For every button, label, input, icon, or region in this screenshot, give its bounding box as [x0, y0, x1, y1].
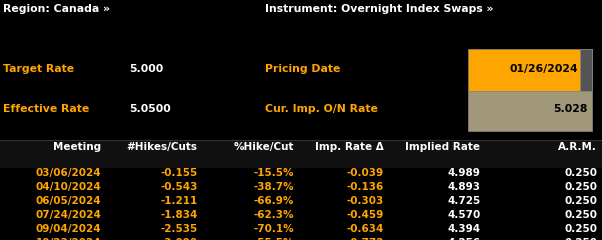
Text: 0.250: 0.250 — [564, 224, 597, 234]
Text: -0.303: -0.303 — [347, 196, 384, 206]
Text: -38.7%: -38.7% — [253, 182, 294, 192]
Text: 04/10/2024: 04/10/2024 — [36, 182, 101, 192]
Text: -55.5%: -55.5% — [253, 238, 294, 240]
Bar — [468, 49, 592, 91]
Text: -0.459: -0.459 — [347, 210, 384, 220]
Text: -1.211: -1.211 — [160, 196, 197, 206]
Text: -66.9%: -66.9% — [253, 196, 294, 206]
Text: -0.543: -0.543 — [160, 182, 197, 192]
Bar — [580, 49, 592, 91]
Text: 4.989: 4.989 — [447, 168, 480, 178]
Text: -2.535: -2.535 — [160, 224, 197, 234]
Text: -62.3%: -62.3% — [253, 210, 294, 220]
Text: A.R.M.: A.R.M. — [558, 142, 597, 152]
Text: Cur. Imp. O/N Rate: Cur. Imp. O/N Rate — [265, 104, 378, 114]
Text: -0.634: -0.634 — [347, 224, 384, 234]
Text: -0.155: -0.155 — [160, 168, 197, 178]
Text: 0.250: 0.250 — [564, 238, 597, 240]
Text: 4.570: 4.570 — [447, 210, 480, 220]
Text: 4.725: 4.725 — [447, 196, 480, 206]
Text: 5.000: 5.000 — [129, 64, 164, 74]
Text: 0.250: 0.250 — [564, 196, 597, 206]
Text: Imp. Rate Δ: Imp. Rate Δ — [315, 142, 384, 152]
Text: -15.5%: -15.5% — [253, 168, 294, 178]
Text: 0.250: 0.250 — [564, 168, 597, 178]
Text: 4.256: 4.256 — [447, 238, 480, 240]
Text: 5.0500: 5.0500 — [129, 104, 171, 114]
Text: 10/23/2024: 10/23/2024 — [36, 238, 101, 240]
Text: Target Rate: Target Rate — [3, 64, 74, 74]
Text: Region: Canada »: Region: Canada » — [3, 4, 110, 14]
Text: #Hikes/Cuts: #Hikes/Cuts — [126, 142, 197, 152]
Text: Implied Rate: Implied Rate — [405, 142, 480, 152]
Text: -0.772: -0.772 — [347, 238, 384, 240]
Bar — [468, 91, 592, 131]
Text: Effective Rate: Effective Rate — [3, 104, 89, 114]
Text: 0.250: 0.250 — [564, 210, 597, 220]
Text: -1.834: -1.834 — [160, 210, 197, 220]
Text: Meeting: Meeting — [53, 142, 101, 152]
Text: %Hike/Cut: %Hike/Cut — [234, 142, 294, 152]
Text: Pricing Date: Pricing Date — [265, 64, 340, 74]
Text: 09/04/2024: 09/04/2024 — [36, 224, 101, 234]
Text: -0.136: -0.136 — [347, 182, 384, 192]
Text: 07/24/2024: 07/24/2024 — [36, 210, 101, 220]
Text: 06/05/2024: 06/05/2024 — [36, 196, 101, 206]
Text: -70.1%: -70.1% — [253, 224, 294, 234]
Text: 5.028: 5.028 — [553, 104, 588, 114]
Text: 0.250: 0.250 — [564, 182, 597, 192]
Text: 4.394: 4.394 — [447, 224, 480, 234]
Text: Instrument: Overnight Index Swaps »: Instrument: Overnight Index Swaps » — [265, 4, 494, 14]
Text: -0.039: -0.039 — [347, 168, 384, 178]
Text: 03/06/2024: 03/06/2024 — [36, 168, 101, 178]
Text: 01/26/2024: 01/26/2024 — [509, 64, 578, 74]
Bar — [0, 140, 602, 168]
Text: -3.090: -3.090 — [160, 238, 197, 240]
Text: 4.893: 4.893 — [447, 182, 480, 192]
